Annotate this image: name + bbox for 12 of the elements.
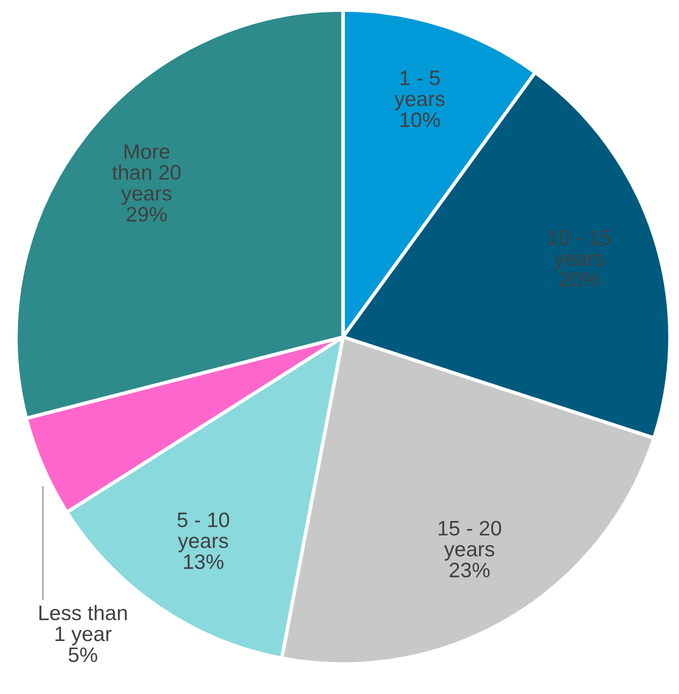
slice-label: More than 20 years — [112, 144, 181, 205]
slice-label: Less than 1 year — [39, 605, 127, 646]
data-label: 13% — [184, 554, 224, 570]
data-label: 23% — [450, 562, 490, 578]
data-label: 20% — [560, 272, 600, 287]
slice-label: 1 - 5 years — [394, 70, 445, 110]
slice-label: 5 - 10 years — [178, 512, 230, 552]
data-label: 29% — [126, 206, 167, 222]
slice-label: 10 - 15 years — [548, 230, 611, 270]
data-label: 5% — [68, 648, 98, 662]
slice-label: 15 - 20 years — [438, 520, 502, 561]
data-label: 10% — [400, 112, 440, 128]
